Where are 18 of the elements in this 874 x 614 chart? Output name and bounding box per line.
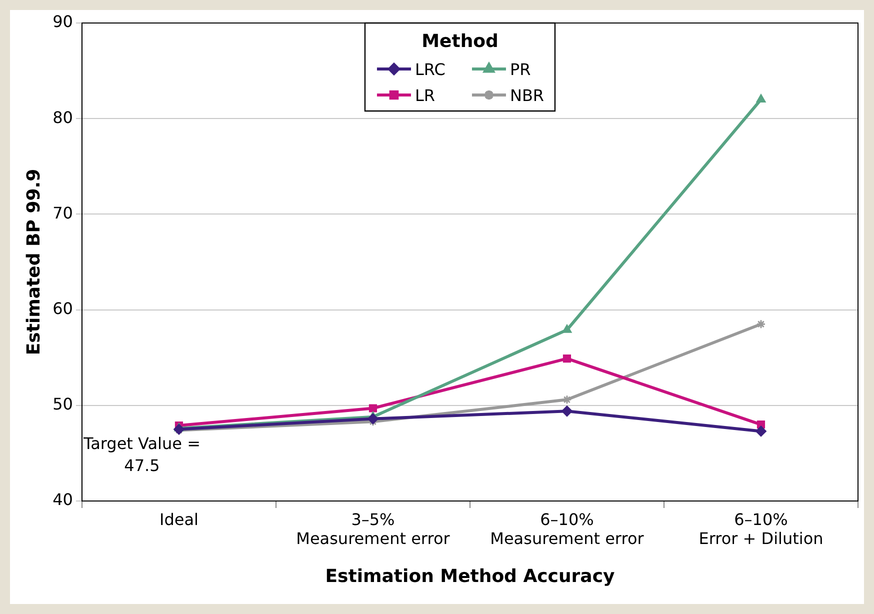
y-tick-label: 40 bbox=[52, 490, 73, 510]
y-tick-label: 60 bbox=[52, 298, 73, 318]
y-tick-label: 50 bbox=[52, 394, 73, 414]
x-tick-label: 6–10% Measurement error bbox=[490, 510, 644, 548]
annotation: Target Value = 47.5 bbox=[82, 434, 200, 475]
y-tick-label: 80 bbox=[52, 108, 73, 127]
legend-label: LR bbox=[414, 86, 436, 105]
legend-label: NBR bbox=[510, 86, 544, 105]
y-tick-label: 90 bbox=[52, 12, 73, 32]
x-tick-label: 3–5% Measurement error bbox=[296, 510, 450, 548]
y-axis-title: Estimated BP 99.9 bbox=[23, 168, 44, 356]
x-axis-title: Estimation Method Accuracy bbox=[325, 566, 615, 587]
x-tick-label: Ideal bbox=[159, 510, 198, 529]
y-tick-label: 70 bbox=[52, 203, 73, 222]
legend-label: LRC bbox=[414, 60, 446, 79]
legend-label: PR bbox=[510, 60, 531, 79]
legend-title: Method bbox=[422, 31, 498, 52]
x-tick-label: 6–10% Error + Dilution bbox=[698, 510, 824, 548]
